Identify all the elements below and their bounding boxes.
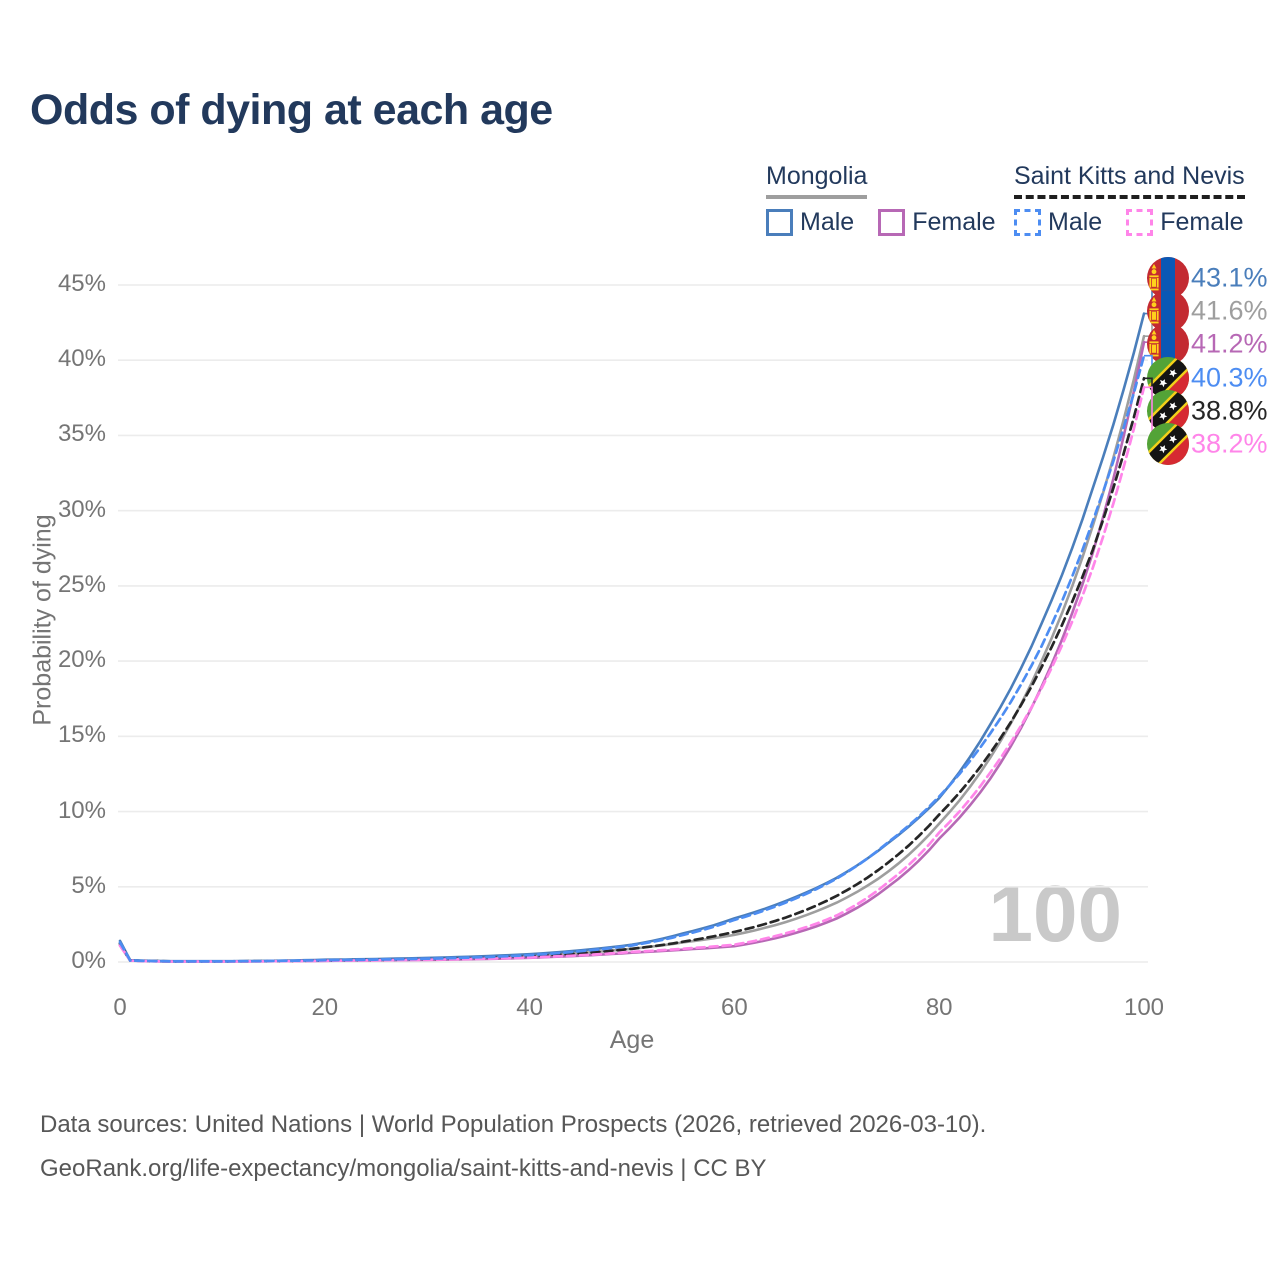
- x-tick-label: 80: [925, 994, 953, 1021]
- y-tick-label: 40%: [57, 345, 106, 373]
- y-tick-label: 35%: [57, 420, 106, 448]
- end-label-mn-1: 41.6%: [1191, 295, 1268, 326]
- skn-female-swatch-icon: [1126, 209, 1154, 236]
- line-saint-kitts-and-nevis-female[interactable]: [118, 385, 1146, 963]
- mongolia-female-swatch-icon: [878, 209, 906, 236]
- line-saint-kitts-and-nevis-male[interactable]: [118, 354, 1146, 963]
- end-label-kn-5: 38.2%: [1191, 428, 1268, 459]
- x-tick-label: 0: [113, 994, 127, 1021]
- end-label-kn-3: 40.3%: [1191, 362, 1268, 393]
- y-tick-label: 5%: [71, 871, 106, 899]
- legend-item-skn-female[interactable]: Female: [1126, 208, 1244, 237]
- legend-item-label: Female: [1160, 208, 1244, 236]
- y-axis-title: Probability of dying: [28, 514, 57, 726]
- x-tick-label: 40: [516, 994, 543, 1021]
- end-label-mn-2: 41.2%: [1191, 328, 1268, 359]
- line-saint-kitts-and-nevis-both-sexes[interactable]: [118, 376, 1146, 963]
- saint-kitts-and-nevis-flag-icon: [1147, 423, 1189, 465]
- x-axis-title: Age: [609, 1026, 655, 1054]
- legend-item-mongolia-female[interactable]: Female: [878, 208, 996, 237]
- mongolia-flag-icon: [1147, 257, 1189, 299]
- legend-header-saint-kitts: Saint Kitts and Nevis: [1014, 162, 1245, 199]
- legend-item-label: Male: [1048, 208, 1103, 236]
- y-tick-label: 25%: [57, 570, 106, 598]
- page-title: Odds of dying at each age: [30, 86, 553, 134]
- x-tick-label: 60: [721, 994, 748, 1021]
- legend-item-skn-male[interactable]: Male: [1014, 208, 1102, 237]
- footer: Data sources: United Nations | World Pop…: [40, 1108, 986, 1196]
- mongolia-flag-icon: [1147, 290, 1189, 332]
- legend-group-mongolia: Mongolia Male Female: [766, 162, 996, 237]
- legend-header-mongolia: Mongolia: [766, 162, 868, 199]
- footer-attribution: GeoRank.org/life-expectancy/mongolia/sai…: [40, 1154, 767, 1182]
- x-tick-label: 100: [1123, 994, 1165, 1021]
- mongolia-male-swatch-icon: [766, 209, 793, 236]
- y-tick-label: 0%: [71, 947, 106, 974]
- skn-male-swatch-icon: [1014, 209, 1041, 236]
- y-tick-label: 15%: [57, 721, 106, 749]
- line-mongolia-male[interactable]: [118, 312, 1146, 963]
- y-tick-label: 45%: [57, 270, 106, 297]
- end-label-mn-0: 43.1%: [1191, 262, 1268, 293]
- end-label-kn-4: 38.8%: [1191, 395, 1268, 426]
- line-mongolia-both-sexes[interactable]: [118, 334, 1146, 963]
- saint-kitts-and-nevis-flag-icon: [1147, 357, 1189, 399]
- legend-item-label: Female: [912, 208, 996, 236]
- legend-group-saint-kitts: Saint Kitts and Nevis Male Female: [1014, 162, 1245, 237]
- legend-item-label: Male: [800, 208, 855, 236]
- mongolia-flag-icon: [1147, 323, 1189, 365]
- y-tick-label: 10%: [57, 796, 106, 824]
- legend-item-mongolia-male[interactable]: Male: [766, 208, 854, 237]
- x-tick-label: 20: [311, 994, 339, 1021]
- y-tick-label: 30%: [57, 495, 106, 523]
- y-tick-label: 20%: [57, 646, 106, 674]
- footer-data-sources: Data sources: United Nations | World Pop…: [40, 1111, 987, 1138]
